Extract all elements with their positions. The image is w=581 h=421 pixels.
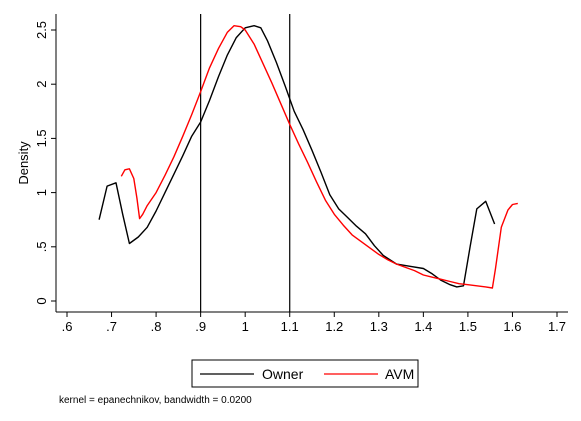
x-tick-label: 1 <box>242 319 249 334</box>
y-ticks: 0 .5 1 1.5 2 2.5 <box>34 21 56 305</box>
y-tick-label: 2 <box>34 81 49 88</box>
x-tick-label: 1.3 <box>370 319 388 334</box>
series-lines <box>98 25 518 289</box>
y-tick-label: .5 <box>34 241 49 252</box>
series-line-avm <box>120 25 518 289</box>
x-ticks: .6 .7 .8 .9 1 1.1 1.2 1.3 1.4 1.5 1.6 1.7 <box>62 312 566 334</box>
x-tick-label: .6 <box>62 319 73 334</box>
x-tick-label: 1.6 <box>503 319 521 334</box>
y-tick-label: 1.5 <box>34 129 49 147</box>
x-tick-label: .9 <box>195 319 206 334</box>
series-line-owner <box>98 25 496 288</box>
legend-label-owner: Owner <box>262 366 304 382</box>
legend-label-avm: AVM <box>385 366 414 382</box>
kernel-note: kernel = epanechnikov, bandwidth = 0.020… <box>59 395 252 406</box>
legend: Owner AVM <box>191 359 419 388</box>
axes <box>55 14 568 313</box>
x-tick-label: .8 <box>151 319 162 334</box>
y-axis-title: Density <box>16 141 31 185</box>
x-tick-label: 1.2 <box>325 319 343 334</box>
x-tick-label: 1.4 <box>414 319 432 334</box>
y-tick-label: 2.5 <box>34 21 49 39</box>
y-tick-label: 1 <box>34 189 49 196</box>
x-tick-label: 1.7 <box>548 319 566 334</box>
x-tick-label: 1.1 <box>281 319 299 334</box>
x-tick-label: 1.5 <box>459 319 477 334</box>
reference-lines <box>200 14 291 312</box>
x-tick-label: .7 <box>106 319 117 334</box>
y-tick-label: 0 <box>34 297 49 304</box>
